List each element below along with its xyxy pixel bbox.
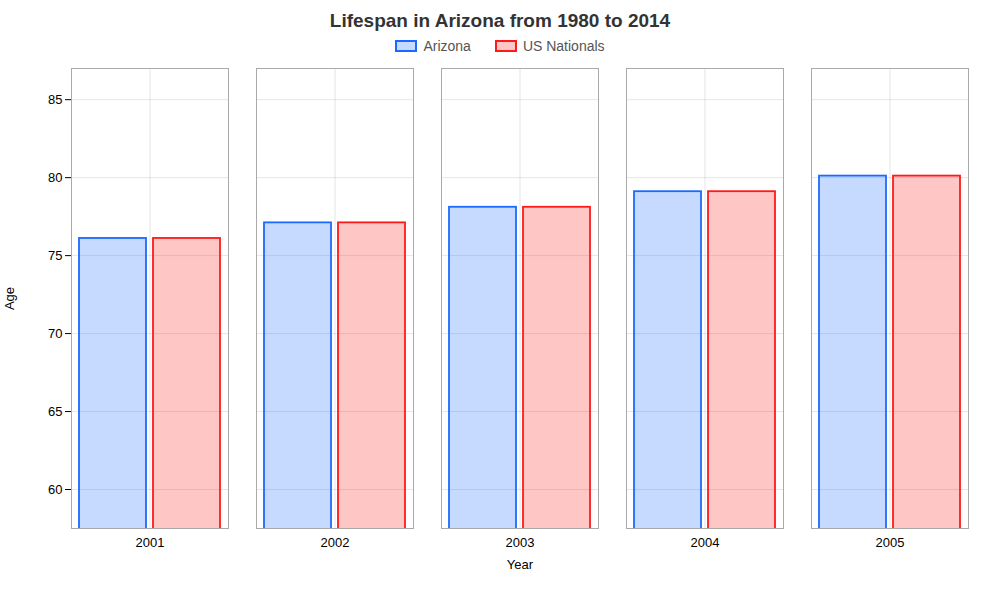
html-text:Arizona: Arizona — [423, 38, 471, 54]
svg-text:2005: 2005 — [876, 535, 905, 550]
svg-text:Year: Year — [507, 557, 534, 572]
html-text:US Nationals: US Nationals — [522, 38, 605, 54]
svg-text:2001: 2001 — [136, 535, 165, 550]
svg-text:65: 65 — [48, 404, 62, 419]
svg-text:80: 80 — [48, 170, 62, 185]
html-text:Lifespan in Arizona from 1980: Lifespan in Arizona from 1980 to 2014 — [329, 10, 671, 31]
svg-text:Age: Age — [2, 287, 17, 310]
svg-text:75: 75 — [48, 248, 62, 263]
svg-text:60: 60 — [48, 482, 62, 497]
svg-text:85: 85 — [48, 92, 62, 107]
svg-text:2004: 2004 — [691, 535, 720, 550]
svg-text:70: 70 — [48, 326, 62, 341]
svg-text:2003: 2003 — [506, 535, 535, 550]
svg-text:2002: 2002 — [321, 535, 350, 550]
